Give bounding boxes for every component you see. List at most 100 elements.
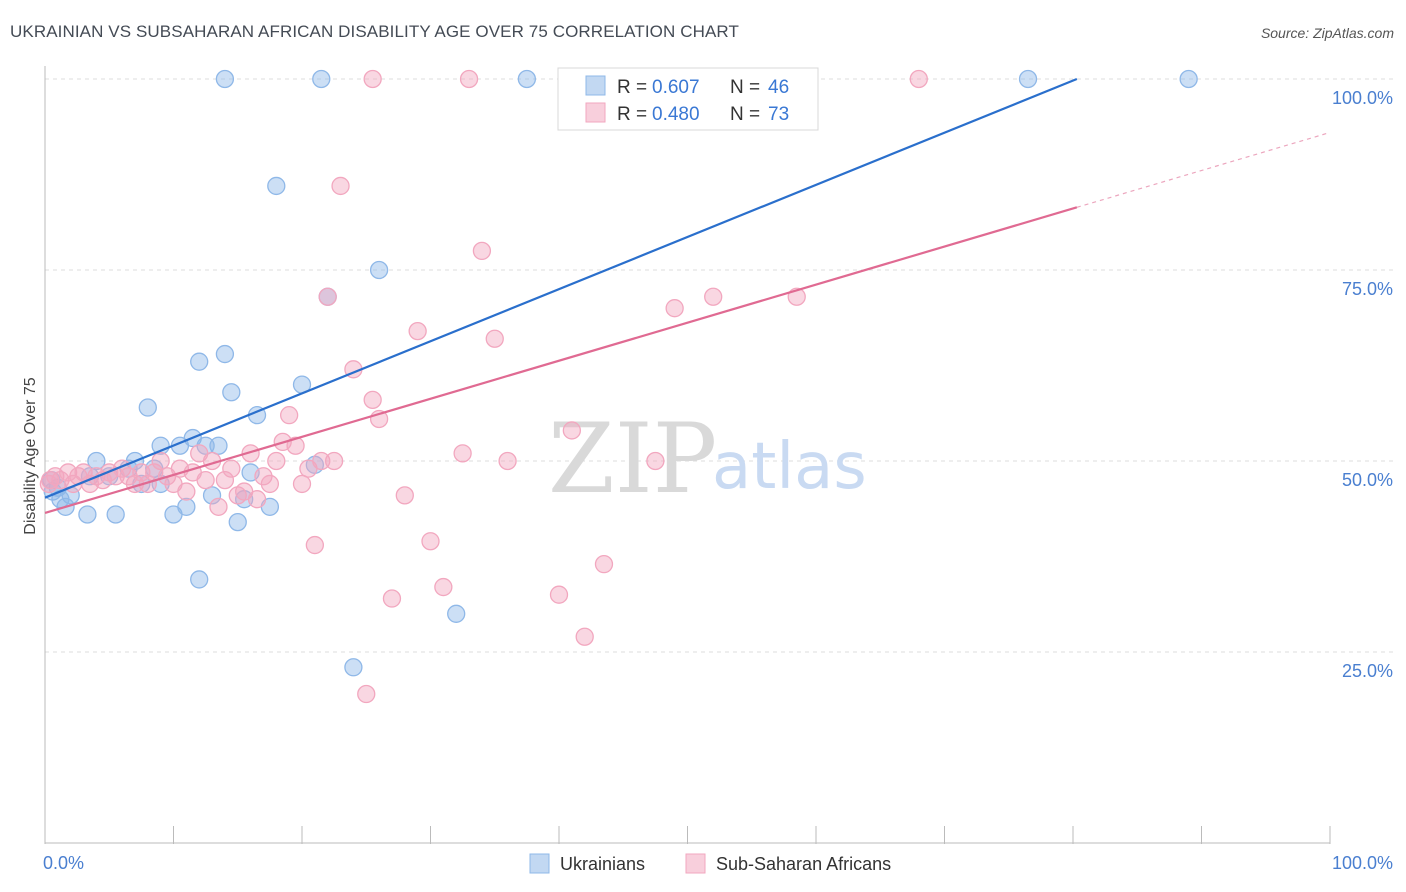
subsaharan-point [575, 627, 594, 646]
subsaharan-point [209, 497, 228, 516]
y-tick-label: 25.0% [1342, 661, 1393, 681]
ukrainian-point [1179, 69, 1198, 89]
y-tick-labels: 25.0% 50.0% 75.0% 100.0% [1332, 88, 1393, 681]
legend-swatch-subsaharan [585, 102, 606, 123]
chart-title: UKRAINIAN VS SUBSAHARAN AFRICAN DISABILI… [10, 22, 739, 41]
subsaharan-point [704, 287, 723, 306]
legend-n-label: N = [730, 104, 760, 125]
ukrainian-point [138, 398, 157, 417]
ukrainian-point [447, 604, 466, 623]
watermark: ZIP atlas [548, 403, 867, 515]
data-points [39, 69, 1198, 704]
x-tick-labels: 0.0% 100.0% [43, 853, 1393, 873]
subsaharan-point [279, 406, 299, 425]
subsaharan-point [382, 589, 402, 608]
subsaharan-legend-label: Sub-Saharan Africans [716, 854, 891, 874]
subsaharan-point [909, 69, 928, 89]
source-label: Source: ZipAtlas.com [1260, 25, 1394, 41]
subsaharan-point [241, 444, 260, 463]
axes [44, 66, 1331, 844]
ukrainians-swatch [529, 853, 550, 874]
watermark-atlas: atlas [712, 430, 867, 504]
ukrainian-point [267, 176, 286, 196]
trend-lines [44, 77, 1331, 515]
subsaharan-point [247, 490, 267, 509]
subsaharan-trend-extension [1076, 131, 1331, 208]
ukrainian-point [190, 352, 209, 371]
legend-n-value: 46 [768, 77, 789, 98]
legend-n-value: 73 [768, 104, 789, 125]
subsaharan-point [408, 321, 427, 341]
subsaharan-point [453, 444, 472, 463]
subsaharan-point [549, 585, 569, 604]
legend-r-label: R = [617, 104, 647, 125]
subsaharan-point [267, 451, 286, 471]
subsaharan-point [363, 390, 382, 410]
ukrainians-legend-label: Ukrainians [560, 854, 645, 874]
subsaharan-point [363, 69, 382, 89]
ukrainian-point [517, 69, 537, 89]
subsaharan-point [395, 486, 414, 505]
subsaharan-point [215, 470, 235, 490]
subsaharan-point [665, 299, 684, 318]
grid-lines [45, 78, 1395, 653]
y-axis-label: Disability Age Over 75 [22, 377, 39, 535]
subsaharan-point [498, 451, 517, 471]
subsaharan-point [646, 451, 665, 471]
x-tick-label: 100.0% [1332, 853, 1393, 873]
legend-r-value: 0.607 [652, 77, 700, 98]
ukrainian-point [228, 512, 247, 532]
subsaharan-point [594, 554, 614, 574]
series-legend: Ukrainians Sub-Saharan Africans [529, 853, 891, 874]
x-tick-label: 0.0% [43, 853, 84, 873]
subsaharan-point [177, 482, 196, 501]
subsaharan-point [421, 532, 440, 551]
ukrainian-point [312, 69, 331, 89]
ukrainian-point [209, 436, 228, 455]
ukrainian-point [190, 570, 209, 589]
subsaharan-point [222, 459, 241, 478]
subsaharan-point [312, 451, 331, 471]
subsaharan-point [286, 436, 305, 455]
subsaharan-point [151, 451, 170, 471]
subsaharan-point [196, 470, 215, 490]
ukrainian-point [177, 497, 196, 516]
ukrainian-point [1018, 69, 1038, 89]
legend-r-value: 0.480 [652, 104, 700, 125]
ukrainian-trend-line [44, 77, 1078, 499]
legend-swatch-ukrainians [585, 75, 606, 96]
subsaharan-point [292, 474, 312, 494]
ukrainian-point [222, 383, 241, 402]
y-tick-label: 100.0% [1332, 88, 1393, 108]
subsaharan-point [324, 451, 344, 471]
subsaharan-point [485, 329, 504, 348]
watermark-zip: ZIP [548, 403, 717, 515]
subsaharan-point [459, 69, 479, 89]
ukrainian-point [344, 658, 363, 677]
ukrainian-point [78, 505, 97, 524]
subsaharan-point [305, 535, 325, 555]
subsaharan-point [40, 470, 60, 490]
subsaharan-point [318, 287, 337, 306]
stats-legend: R = 0.607 N = 46 R = 0.480 N = 73 [557, 67, 819, 131]
legend-r-label: R = [617, 77, 647, 98]
ukrainian-point [202, 486, 222, 505]
subsaharan-point [357, 684, 376, 704]
ukrainian-point [215, 69, 235, 89]
ukrainian-point [215, 344, 235, 364]
y-tick-label: 50.0% [1342, 470, 1393, 490]
y-tick-label: 75.0% [1342, 279, 1393, 299]
ukrainian-point [106, 505, 125, 524]
legend-n-label: N = [730, 77, 760, 98]
subsaharan-point [472, 241, 492, 261]
ukrainian-point [87, 451, 106, 471]
subsaharan-point [260, 474, 280, 494]
subsaharan-point [132, 463, 151, 482]
subsaharan-point [434, 577, 453, 597]
subsaharan-point [58, 463, 78, 482]
subsaharan-point [331, 176, 350, 196]
ukrainian-point [369, 260, 389, 280]
subsaharan-trend-line [44, 206, 1078, 515]
subsaharan-point [562, 421, 581, 440]
